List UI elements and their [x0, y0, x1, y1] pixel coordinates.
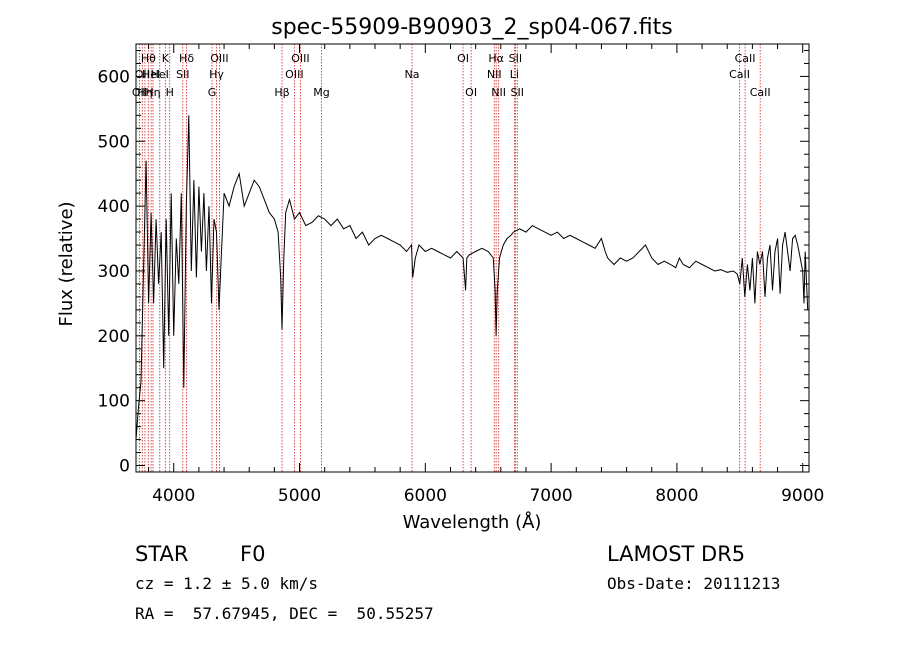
y-tick-label-0: 0	[119, 457, 130, 477]
y-tick-label-2: 200	[98, 327, 130, 347]
y-axis-label: Flux (relative)	[56, 201, 77, 326]
line-label-3: Hθ	[141, 52, 156, 65]
y-tick-label-1: 100	[98, 392, 130, 412]
line-label-15: OIII	[285, 68, 303, 81]
line-label-11: G	[208, 86, 217, 99]
x-tick-label-4: 8000	[655, 486, 698, 506]
line-label-7: K	[162, 52, 170, 65]
x-axis: 4000 5000 6000 7000 8000 9000	[148, 44, 824, 506]
y-tick-label-4: 400	[98, 197, 130, 217]
x-tick-label-2: 6000	[404, 486, 447, 506]
line-label-1: OII	[135, 68, 150, 81]
line-label-8: H	[166, 86, 174, 99]
spectrum-series-line	[135, 115, 809, 440]
object-class: STAR	[135, 542, 189, 566]
y-tick-label-6: 600	[98, 67, 130, 87]
line-label-27: CaII	[729, 68, 750, 81]
obs-date-text: Obs-Date: 20111213	[607, 574, 781, 593]
line-label-4: HeI	[142, 68, 160, 81]
line-label-29: CaII	[750, 86, 771, 99]
y-tick-label-5: 500	[98, 132, 130, 152]
line-label-21: NII	[487, 68, 502, 81]
line-label-10: Hδ	[179, 52, 194, 65]
line-label-9: SII	[176, 68, 189, 81]
line-label-12: Hγ	[209, 68, 224, 81]
line-label-23: NII	[491, 86, 506, 99]
y-axis: 0 100 200 300 400 500 600	[98, 49, 809, 477]
x-tick-label-5: 9000	[781, 486, 824, 506]
line-label-18: Na	[405, 68, 420, 81]
redshift-text: cz = 1.2 ± 5.0 km/s	[135, 574, 319, 593]
line-label-13: OIII	[210, 52, 228, 65]
x-tick-label-1: 5000	[278, 486, 321, 506]
line-label-25: SII	[509, 52, 522, 65]
line-label-5: Hη	[145, 86, 160, 99]
line-label-26: SII	[511, 86, 524, 99]
line-label-2: Hη	[137, 86, 152, 99]
line-label-6: HeI	[151, 68, 169, 81]
spectral-line-labels: OIIOIIHηHθHeIHηHeIKHSIIHδGHγOIIIHβOIIIOI…	[132, 52, 771, 99]
line-label-20: OI	[465, 86, 477, 99]
y-tick-label-3: 300	[98, 262, 130, 282]
plot-frame	[135, 43, 810, 473]
line-label-16: OIII	[291, 52, 309, 65]
line-label-28: CaII	[735, 52, 756, 65]
survey-name: LAMOST DR5	[607, 542, 746, 566]
chart-title: spec-55909-B90903_2_sp04-067.fits	[271, 15, 673, 40]
object-subclass: F0	[240, 542, 266, 566]
line-label-14: Hβ	[274, 86, 289, 99]
radec-text: RA = 57.67945, DEC = 50.55257	[135, 604, 434, 623]
line-label-22: Hα	[488, 52, 504, 65]
line-label-19: OI	[457, 52, 469, 65]
x-axis-label: Wavelength (Å)	[403, 511, 542, 533]
x-tick-label-3: 7000	[529, 486, 572, 506]
line-label-17: Mg	[313, 86, 329, 99]
x-tick-label-0: 4000	[152, 486, 195, 506]
line-label-24: Li	[510, 68, 519, 81]
